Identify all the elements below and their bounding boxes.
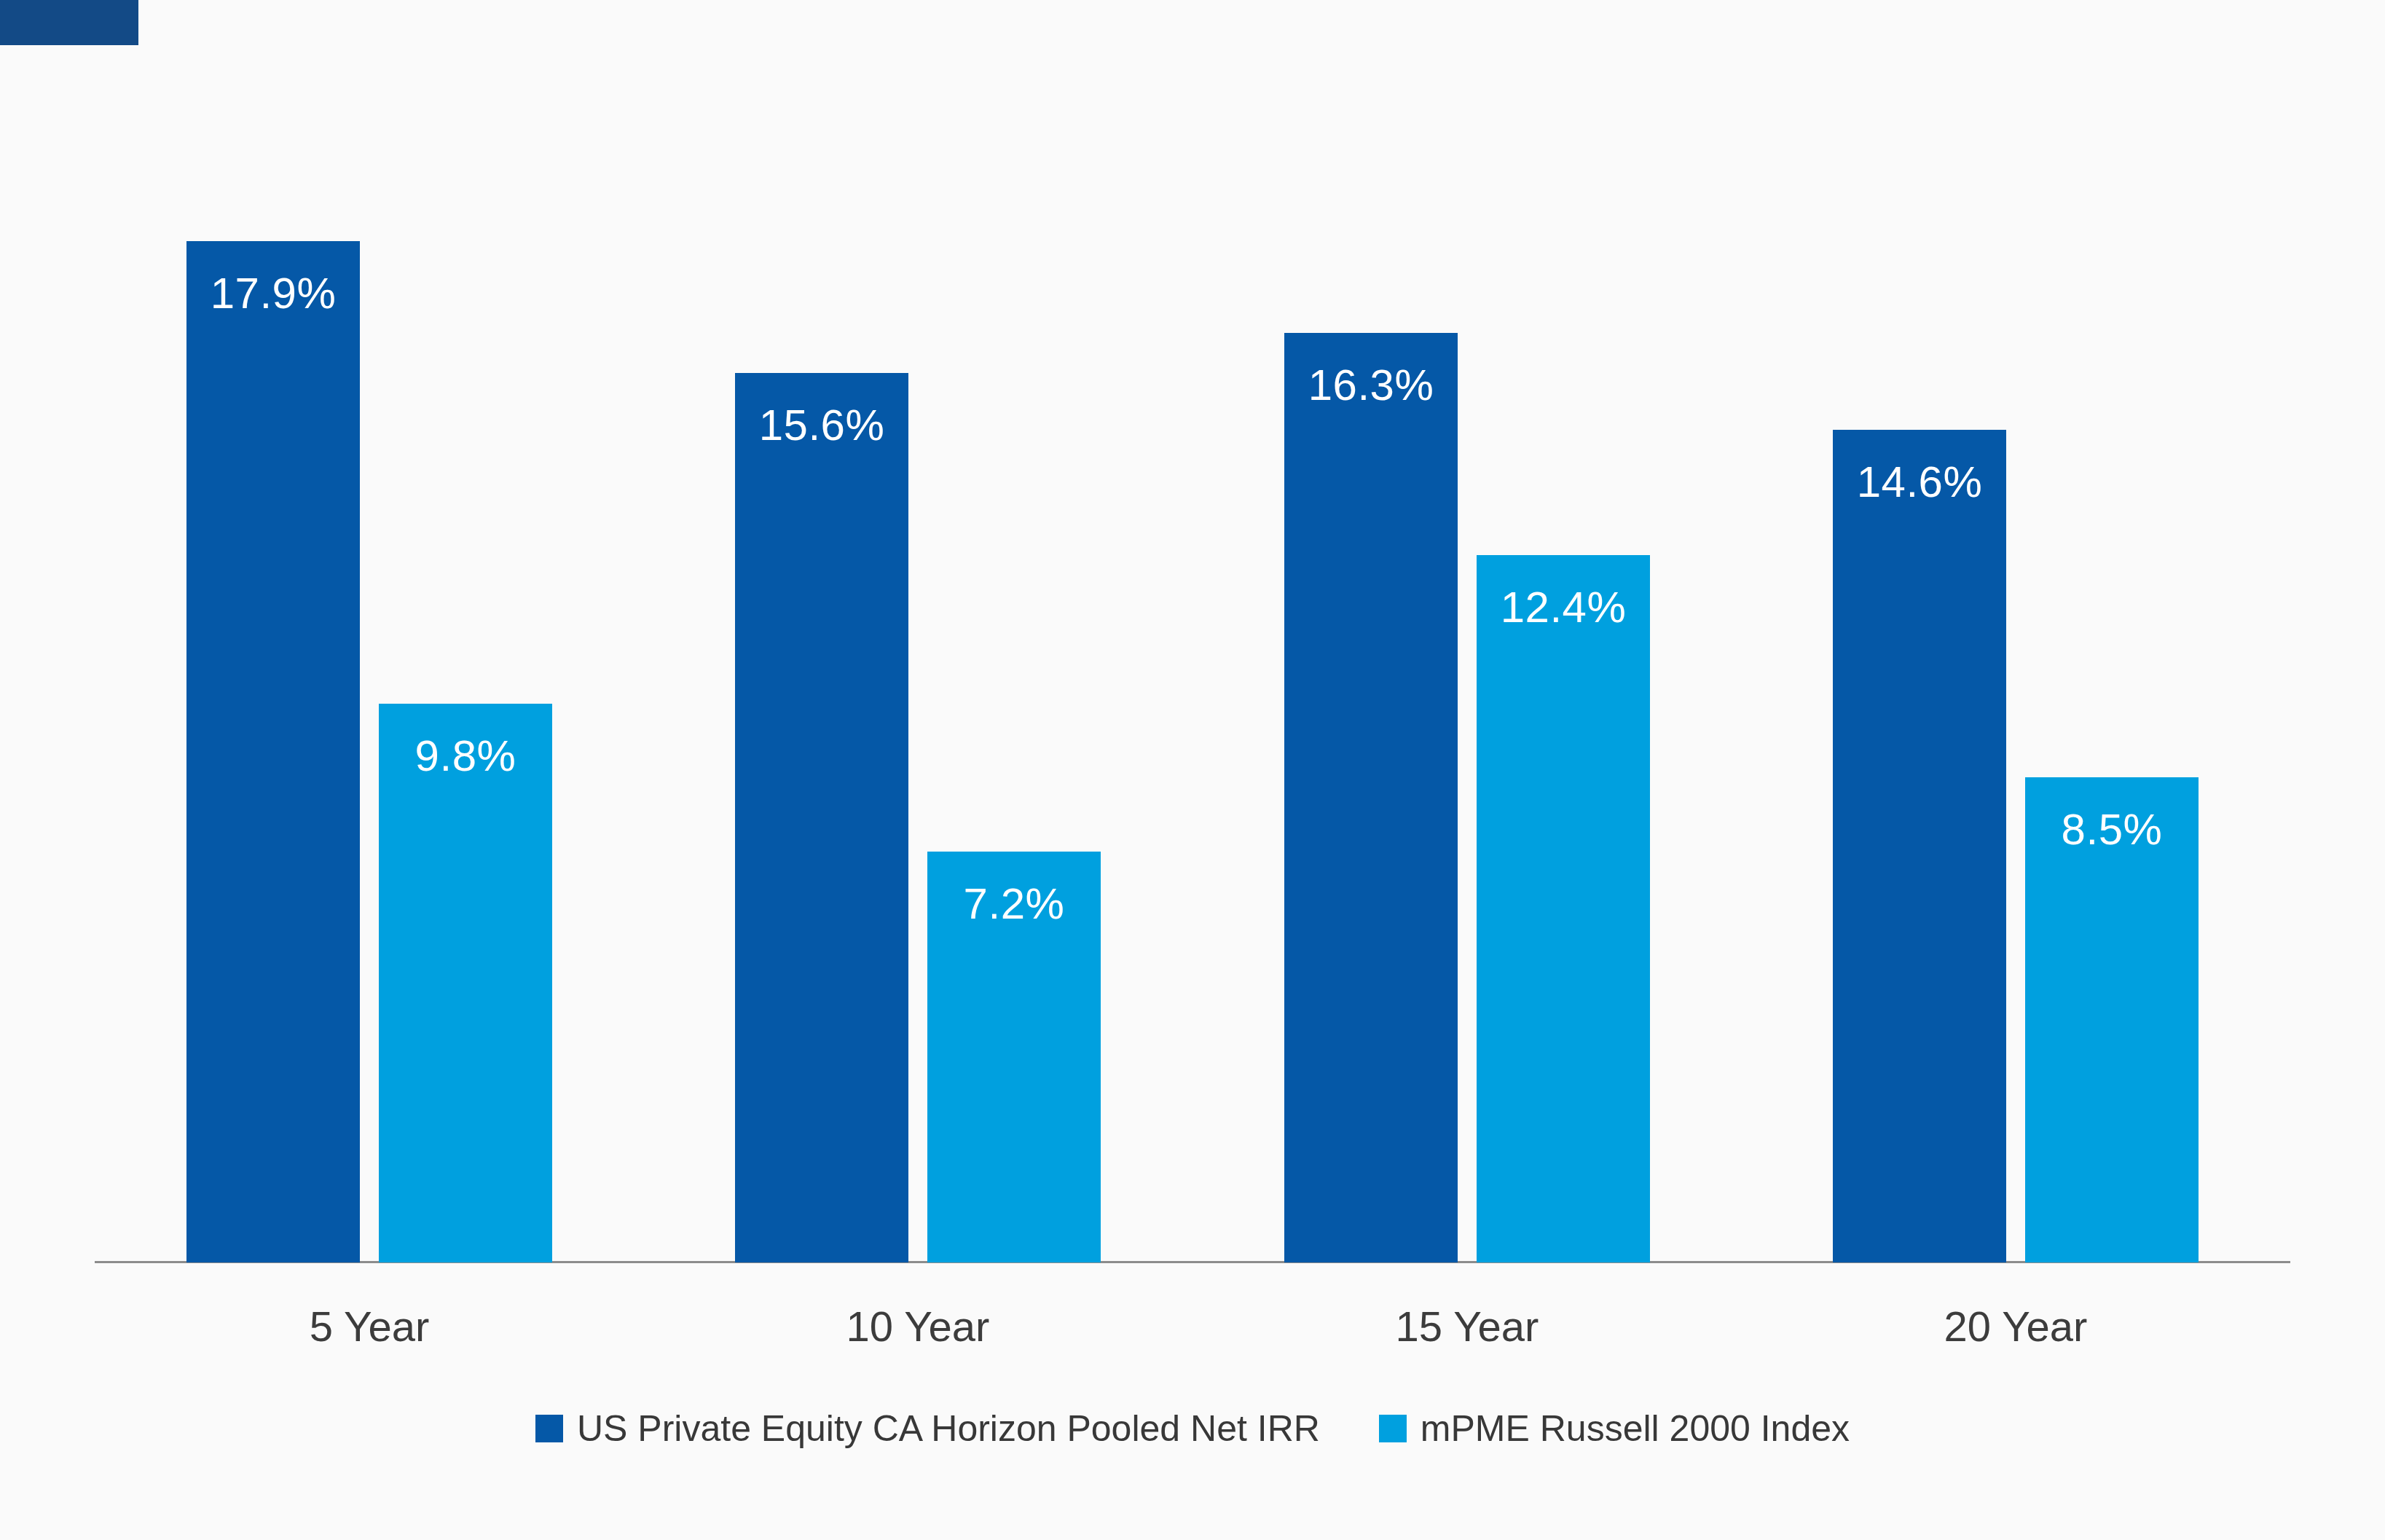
bar-net-irr-20-year: 14.6% — [1833, 430, 2006, 1262]
bar-value-label: 7.2% — [964, 882, 1065, 926]
bar-value-label: 9.8% — [415, 734, 516, 778]
bar-mpme-20-year: 8.5% — [2025, 777, 2199, 1262]
bar-value-label: 8.5% — [2062, 808, 2163, 852]
plot-area: 17.9% 9.8% 5 Year 15.6% 7.2% 10 Year 16.3% 12.4… — [0, 0, 2385, 1540]
x-tick-label: 20 Year — [1826, 1301, 2205, 1352]
chart-canvas: 17.9% 9.8% 5 Year 15.6% 7.2% 10 Year 16.3% 12.4… — [0, 0, 2385, 1540]
bar-value-label: 14.6% — [1857, 460, 1983, 504]
legend: US Private Equity CA Horizon Pooled Net … — [0, 1410, 2385, 1447]
legend-swatch — [1379, 1415, 1407, 1442]
bar-net-irr-5-year: 17.9% — [186, 241, 360, 1262]
legend-swatch — [535, 1415, 563, 1442]
bar-mpme-15-year: 12.4% — [1477, 555, 1650, 1262]
bar-net-irr-10-year: 15.6% — [735, 373, 908, 1262]
legend-label: US Private Equity CA Horizon Pooled Net … — [577, 1410, 1320, 1447]
x-tick-label: 10 Year — [728, 1301, 1107, 1352]
bar-value-label: 17.9% — [211, 272, 337, 315]
legend-label: mPME Russell 2000 Index — [1421, 1410, 1850, 1447]
bar-mpme-5-year: 9.8% — [379, 704, 552, 1262]
bar-value-label: 12.4% — [1501, 586, 1627, 629]
x-tick-label: 5 Year — [180, 1301, 559, 1352]
bar-value-label: 16.3% — [1308, 364, 1434, 407]
x-tick-label: 15 Year — [1278, 1301, 1657, 1352]
bar-value-label: 15.6% — [759, 404, 885, 447]
bar-mpme-10-year: 7.2% — [927, 852, 1101, 1262]
bar-net-irr-15-year: 16.3% — [1284, 333, 1458, 1262]
legend-item: mPME Russell 2000 Index — [1379, 1410, 1850, 1447]
legend-item: US Private Equity CA Horizon Pooled Net … — [535, 1410, 1320, 1447]
